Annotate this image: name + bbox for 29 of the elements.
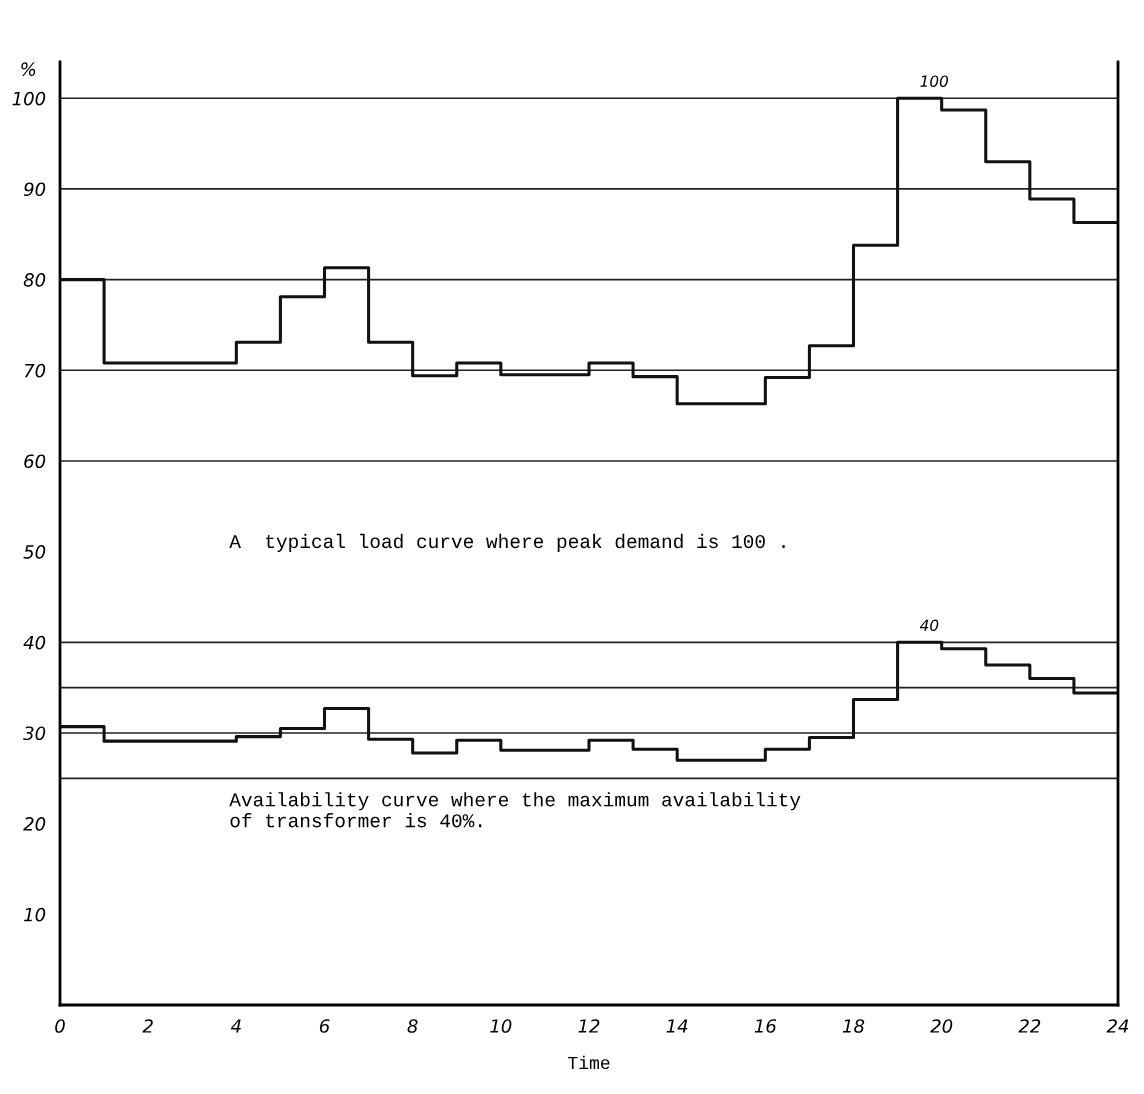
y-tick-label: 70 [24,363,46,378]
x-tick-label: 18 [842,1019,865,1033]
x-tick-label: 8 [407,1019,418,1033]
x-tick-label: 2 [142,1019,153,1033]
x-tick-label: 14 [666,1019,688,1033]
y-tick-label: 60 [24,454,46,469]
x-tick-label: 6 [319,1019,330,1033]
y-axis-title: % [21,62,36,76]
x-tick-label: 16 [754,1019,777,1033]
annotation: A typical load curve where peak demand is 100 . [229,533,785,552]
x-tick-label: 10 [490,1019,512,1033]
x-tick-label: 4 [230,1019,241,1033]
y-tick-label: 50 [23,545,46,559]
x-tick-label: 24 [1106,1019,1129,1033]
y-tick-label: 80 [23,273,46,287]
x-tick-label: 22 [1018,1019,1041,1033]
y-tick-label: 100 [12,91,46,106]
y-tick-label: 40 [23,635,46,650]
annotation: Availability curve where the maximum availability of transformer is 40%. [229,792,801,828]
x-tick-label: 20 [930,1019,953,1033]
x-tick-label: 0 [55,1019,65,1033]
y-tick-label: 10 [24,907,46,922]
annotation: 100 [920,75,949,87]
y-tick-label: 90 [23,182,46,197]
x-axis-title: Time [568,1055,610,1070]
x-tick-label: 12 [578,1019,600,1033]
y-tick-label: 30 [23,726,46,741]
annotation: 40 [919,619,939,632]
y-tick-label: 20 [23,817,46,831]
